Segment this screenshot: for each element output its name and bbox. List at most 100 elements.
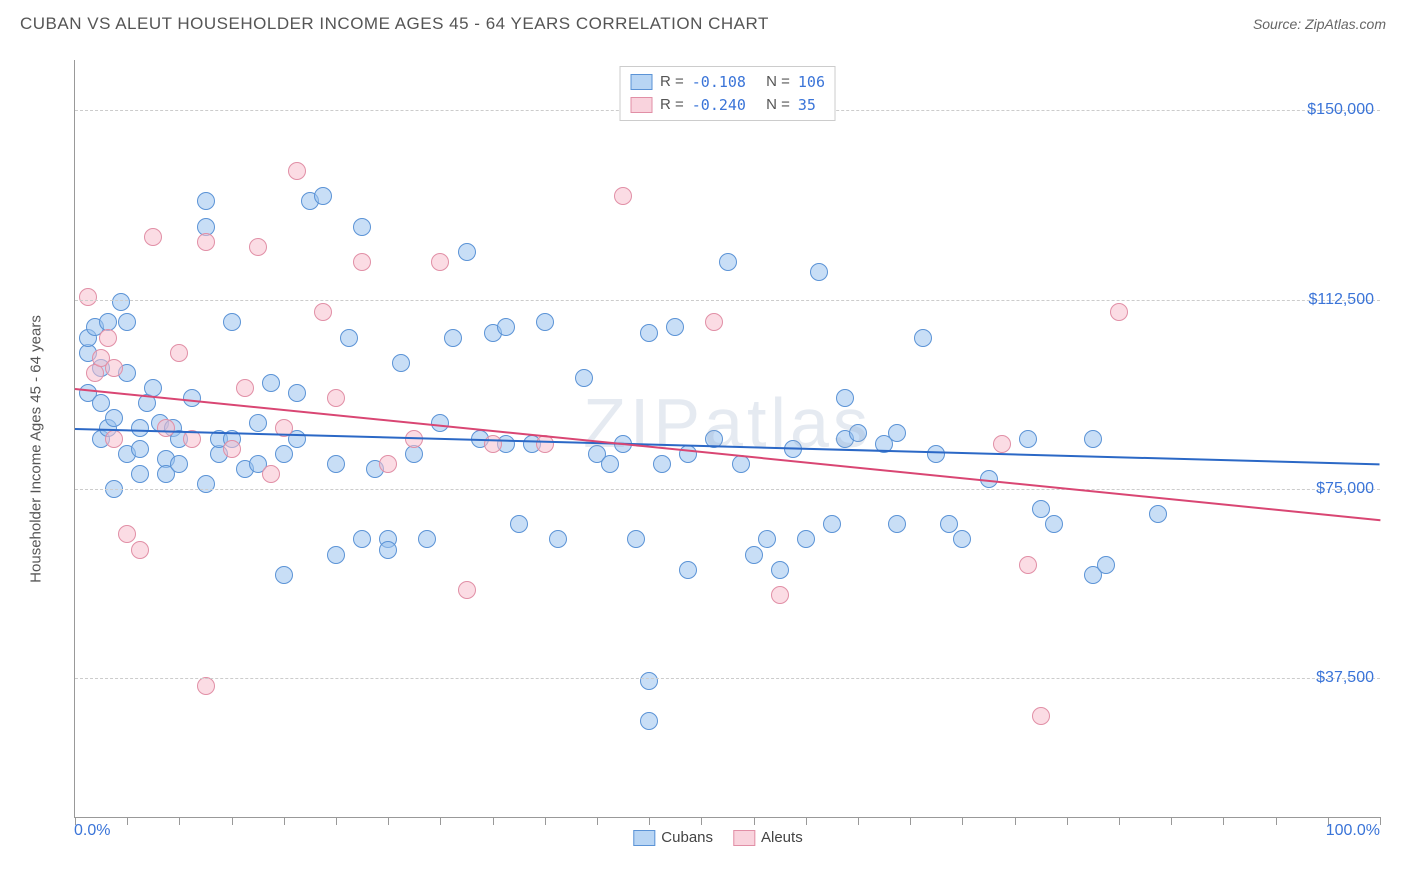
grid-line bbox=[75, 678, 1380, 679]
data-point-aleuts bbox=[353, 253, 371, 271]
r-value-aleuts: -0.240 bbox=[692, 94, 746, 117]
data-point-cubans bbox=[640, 672, 658, 690]
data-point-cubans bbox=[458, 243, 476, 261]
series-legend: Cubans Aleuts bbox=[633, 829, 802, 846]
data-point-cubans bbox=[679, 445, 697, 463]
x-max-label: 100.0% bbox=[1326, 822, 1380, 840]
legend-row-aleuts: R = -0.240 N = 35 bbox=[630, 94, 825, 117]
data-point-cubans bbox=[131, 440, 149, 458]
data-point-cubans bbox=[914, 329, 932, 347]
y-tick-label: $75,000 bbox=[1316, 480, 1374, 498]
data-point-cubans bbox=[888, 424, 906, 442]
swatch-aleuts-icon bbox=[733, 830, 755, 846]
data-point-aleuts bbox=[327, 389, 345, 407]
data-point-aleuts bbox=[99, 329, 117, 347]
data-point-cubans bbox=[223, 313, 241, 331]
data-point-aleuts bbox=[105, 430, 123, 448]
data-point-aleuts bbox=[288, 162, 306, 180]
y-tick-label: $37,500 bbox=[1316, 669, 1374, 687]
data-point-aleuts bbox=[236, 379, 254, 397]
data-point-aleuts bbox=[1110, 303, 1128, 321]
data-point-aleuts bbox=[379, 455, 397, 473]
data-point-cubans bbox=[653, 455, 671, 473]
data-point-cubans bbox=[536, 313, 554, 331]
data-point-cubans bbox=[745, 546, 763, 564]
data-point-cubans bbox=[327, 455, 345, 473]
legend-item-cubans: Cubans bbox=[633, 829, 713, 846]
data-point-cubans bbox=[836, 389, 854, 407]
data-point-cubans bbox=[640, 324, 658, 342]
data-point-cubans bbox=[510, 515, 528, 533]
data-point-cubans bbox=[197, 192, 215, 210]
n-value-cubans: 106 bbox=[798, 71, 825, 94]
data-point-aleuts bbox=[197, 677, 215, 695]
y-tick-label: $112,500 bbox=[1308, 291, 1374, 309]
data-point-cubans bbox=[249, 414, 267, 432]
data-point-cubans bbox=[340, 329, 358, 347]
data-point-cubans bbox=[627, 530, 645, 548]
data-point-cubans bbox=[444, 329, 462, 347]
n-value-aleuts: 35 bbox=[798, 94, 816, 117]
data-point-aleuts bbox=[771, 586, 789, 604]
data-point-cubans bbox=[940, 515, 958, 533]
data-point-cubans bbox=[888, 515, 906, 533]
data-point-cubans bbox=[392, 354, 410, 372]
data-point-aleuts bbox=[105, 359, 123, 377]
swatch-aleuts bbox=[630, 97, 652, 113]
data-point-cubans bbox=[1149, 505, 1167, 523]
data-point-aleuts bbox=[458, 581, 476, 599]
legend-row-cubans: R = -0.108 N = 106 bbox=[630, 71, 825, 94]
data-point-cubans bbox=[112, 293, 130, 311]
data-point-cubans bbox=[797, 530, 815, 548]
data-point-aleuts bbox=[314, 303, 332, 321]
data-point-cubans bbox=[197, 475, 215, 493]
data-point-cubans bbox=[1045, 515, 1063, 533]
data-point-cubans bbox=[810, 263, 828, 281]
data-point-cubans bbox=[131, 419, 149, 437]
swatch-cubans-icon bbox=[633, 830, 655, 846]
scatter-layer bbox=[75, 60, 1380, 817]
data-point-cubans bbox=[1032, 500, 1050, 518]
data-point-cubans bbox=[118, 313, 136, 331]
data-point-cubans bbox=[353, 530, 371, 548]
data-point-cubans bbox=[92, 394, 110, 412]
data-point-cubans bbox=[288, 384, 306, 402]
data-point-cubans bbox=[849, 424, 867, 442]
data-point-cubans bbox=[314, 187, 332, 205]
data-point-cubans bbox=[666, 318, 684, 336]
data-point-aleuts bbox=[1019, 556, 1037, 574]
r-value-cubans: -0.108 bbox=[692, 71, 746, 94]
data-point-cubans bbox=[1084, 430, 1102, 448]
data-point-aleuts bbox=[484, 435, 502, 453]
source-attribution: Source: ZipAtlas.com bbox=[1253, 16, 1386, 32]
data-point-aleuts bbox=[249, 238, 267, 256]
data-point-cubans bbox=[1019, 430, 1037, 448]
chart-title: CUBAN VS ALEUT HOUSEHOLDER INCOME AGES 4… bbox=[20, 14, 769, 34]
data-point-cubans bbox=[549, 530, 567, 548]
data-point-cubans bbox=[379, 541, 397, 559]
data-point-cubans bbox=[758, 530, 776, 548]
data-point-cubans bbox=[1097, 556, 1115, 574]
data-point-cubans bbox=[927, 445, 945, 463]
data-point-cubans bbox=[679, 561, 697, 579]
data-point-cubans bbox=[497, 318, 515, 336]
x-tick bbox=[1380, 817, 1381, 825]
data-point-cubans bbox=[418, 530, 436, 548]
data-point-cubans bbox=[823, 515, 841, 533]
data-point-cubans bbox=[327, 546, 345, 564]
data-point-aleuts bbox=[144, 228, 162, 246]
data-point-aleuts bbox=[197, 233, 215, 251]
data-point-aleuts bbox=[131, 541, 149, 559]
data-point-cubans bbox=[262, 374, 280, 392]
x-min-label: 0.0% bbox=[74, 822, 110, 840]
data-point-aleuts bbox=[170, 344, 188, 362]
data-point-cubans bbox=[105, 409, 123, 427]
correlation-legend: R = -0.108 N = 106 R = -0.240 N = 35 bbox=[619, 66, 836, 121]
data-point-aleuts bbox=[79, 288, 97, 306]
data-point-cubans bbox=[719, 253, 737, 271]
chart-container: Householder Income Ages 45 - 64 years ZI… bbox=[46, 50, 1390, 848]
data-point-aleuts bbox=[118, 525, 136, 543]
data-point-aleuts bbox=[262, 465, 280, 483]
data-point-aleuts bbox=[431, 253, 449, 271]
data-point-cubans bbox=[601, 455, 619, 473]
